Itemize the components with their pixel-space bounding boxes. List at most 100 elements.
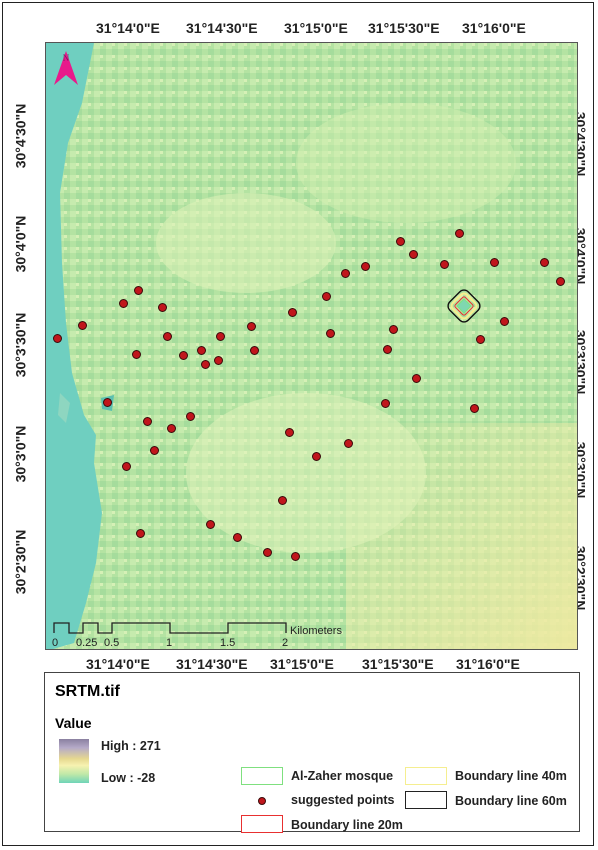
legend-low-label: Low : -28	[101, 771, 156, 785]
suggested-point[interactable]	[206, 520, 215, 529]
bottom-lon-label: 31°15'0"E	[270, 656, 334, 672]
al-zaher-mosque-marker[interactable]	[446, 288, 483, 325]
suggested-point[interactable]	[288, 308, 297, 317]
suggested-point[interactable]	[383, 345, 392, 354]
suggested-point[interactable]	[163, 332, 172, 341]
suggested-point[interactable]	[201, 360, 210, 369]
suggested-point[interactable]	[233, 533, 242, 542]
left-lat-label: 30°4'0"N	[12, 215, 29, 273]
left-lat-label: 30°3'0"N	[12, 425, 29, 483]
legend-high-label: High : 271	[101, 739, 161, 753]
top-lon-label: 31°14'0"E	[96, 20, 160, 36]
suggested-point[interactable]	[490, 258, 499, 267]
suggested-point[interactable]	[122, 462, 131, 471]
suggested-point[interactable]	[132, 350, 141, 359]
suggested-point[interactable]	[322, 292, 331, 301]
suggested-point[interactable]	[381, 399, 390, 408]
scale-bar: 0 0.25 0.5 1 1.5 2 Kilometers	[52, 622, 342, 649]
boundary-60m	[447, 289, 481, 323]
al-zaher-mosque-swatch	[241, 767, 283, 785]
scale-label: 0.5	[104, 637, 119, 649]
suggested-point[interactable]	[179, 351, 188, 360]
scale-label: 1	[166, 637, 172, 649]
bottom-lon-label: 31°15'30"E	[362, 656, 434, 672]
suggested-point[interactable]	[285, 428, 294, 437]
boundary-40m	[450, 292, 478, 320]
mosque-footprint	[456, 298, 472, 314]
suggested-point[interactable]	[556, 277, 565, 286]
suggested-point[interactable]	[396, 237, 405, 246]
suggested-point[interactable]	[197, 346, 206, 355]
suggested-point[interactable]	[103, 398, 112, 407]
boundary-20m	[454, 296, 474, 316]
map-canvas: N 0 0.25 0.5 1 1.5 2 Kilometers	[46, 43, 577, 649]
suggested-point[interactable]	[214, 356, 223, 365]
suggested-point[interactable]	[326, 329, 335, 338]
river-nile	[46, 43, 102, 649]
top-lon-label: 31°15'30"E	[368, 20, 440, 36]
suggested-point[interactable]	[476, 335, 485, 344]
suggested-point[interactable]	[361, 262, 370, 271]
suggested-point[interactable]	[263, 548, 272, 557]
scale-label: 0	[52, 637, 58, 649]
legend-value-label: Value	[55, 715, 92, 731]
suggested-point[interactable]	[158, 303, 167, 312]
top-lon-label: 31°16'0"E	[462, 20, 526, 36]
suggested-point[interactable]	[247, 322, 256, 331]
bottom-lon-label: 31°14'30"E	[176, 656, 248, 672]
suggested-points-swatch	[258, 797, 266, 805]
legend-item-label: Boundary line 60m	[455, 794, 567, 808]
suggested-point[interactable]	[53, 334, 62, 343]
terrain-bright-patch	[186, 393, 426, 553]
suggested-point[interactable]	[344, 439, 353, 448]
suggested-point[interactable]	[409, 250, 418, 259]
legend-item-label: Boundary line 20m	[291, 818, 403, 832]
suggested-point[interactable]	[136, 529, 145, 538]
terrain-bright-patch	[156, 193, 336, 293]
suggested-point[interactable]	[150, 446, 159, 455]
suggested-point[interactable]	[470, 404, 479, 413]
suggested-point[interactable]	[341, 269, 350, 278]
north-arrow: N	[54, 51, 78, 85]
left-lat-label: 30°2'30"N	[12, 529, 29, 595]
suggested-point[interactable]	[389, 325, 398, 334]
suggested-point[interactable]	[78, 321, 87, 330]
suggested-point[interactable]	[186, 412, 195, 421]
suggested-point[interactable]	[119, 299, 128, 308]
suggested-point[interactable]	[440, 260, 449, 269]
srtm-elevation-map[interactable]: N 0 0.25 0.5 1 1.5 2 Kilometers	[45, 42, 578, 650]
legend-item-label: suggested points	[291, 793, 395, 807]
suggested-point[interactable]	[167, 424, 176, 433]
north-label: N	[63, 53, 70, 63]
legend-title: SRTM.tif	[55, 683, 120, 700]
suggested-point[interactable]	[278, 496, 287, 505]
suggested-point[interactable]	[312, 452, 321, 461]
suggested-point[interactable]	[134, 286, 143, 295]
suggested-point[interactable]	[291, 552, 300, 561]
terrain-bright-patch	[296, 103, 516, 223]
scale-label: 1.5	[220, 637, 235, 649]
scale-label: 2	[282, 637, 288, 649]
suggested-point[interactable]	[216, 332, 225, 341]
suggested-point[interactable]	[143, 417, 152, 426]
legend-panel: SRTM.tif Value High : 271 Low : -28 Al-Z…	[44, 672, 580, 833]
scale-unit: Kilometers	[290, 625, 342, 637]
suggested-point[interactable]	[540, 258, 549, 267]
boundary-60m-swatch	[405, 791, 447, 809]
suggested-point[interactable]	[455, 229, 464, 238]
left-lat-label: 30°4'30"N	[12, 103, 29, 169]
top-lon-label: 31°14'30"E	[186, 20, 258, 36]
boundary-20m-swatch	[241, 815, 283, 833]
elevation-color-ramp	[59, 739, 89, 783]
suggested-point[interactable]	[500, 317, 509, 326]
suggested-point[interactable]	[250, 346, 259, 355]
boundary-40m-swatch	[405, 767, 447, 785]
left-lat-label: 30°3'30"N	[12, 312, 29, 378]
bottom-lon-label: 31°14'0"E	[86, 656, 150, 672]
top-lon-label: 31°15'0"E	[284, 20, 348, 36]
legend-item-label: Al-Zaher mosque	[291, 769, 394, 783]
suggested-point[interactable]	[412, 374, 421, 383]
legend-item-label: Boundary line 40m	[455, 769, 567, 783]
bottom-lon-label: 31°16'0"E	[456, 656, 520, 672]
